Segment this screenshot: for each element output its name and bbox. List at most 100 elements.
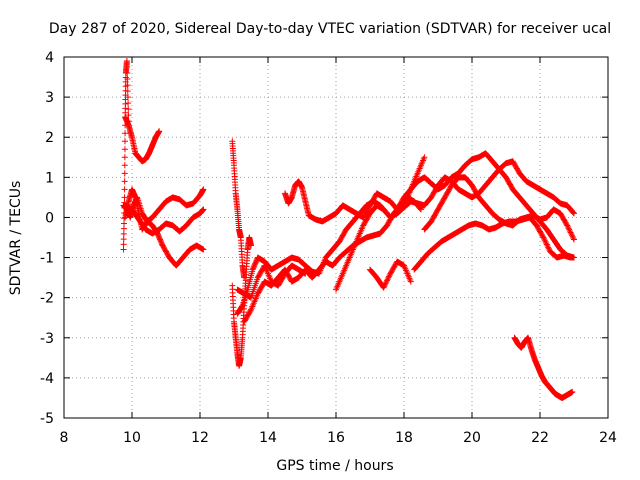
data-point [121, 154, 128, 161]
data-point [381, 283, 388, 290]
data-point [124, 76, 131, 83]
data-point [543, 240, 550, 247]
data-point [540, 234, 547, 241]
series-track-k [282, 154, 428, 225]
data-point [386, 272, 393, 279]
data-point [384, 277, 390, 284]
x-tick-label: 8 [60, 430, 69, 446]
x-tick-label: 16 [327, 430, 345, 446]
data-point [544, 242, 551, 249]
data-point [566, 228, 573, 235]
data-point [567, 229, 574, 236]
plot-frame [63, 56, 609, 419]
data-point [124, 82, 131, 89]
y-tick-label: -2 [40, 291, 54, 307]
data-point [121, 162, 128, 169]
data-point [120, 230, 127, 237]
data-point [407, 278, 414, 285]
series-track-o [367, 258, 414, 291]
data-point [564, 222, 571, 229]
data-point [564, 223, 571, 230]
data-point [571, 254, 577, 261]
data-point [565, 225, 572, 232]
series-track-g [229, 234, 254, 369]
data-point [541, 235, 548, 242]
data-point [569, 233, 576, 240]
data-point [120, 241, 127, 248]
data-point [120, 246, 127, 253]
data-point [566, 226, 573, 233]
y-tick-label: -5 [40, 411, 54, 427]
data-points [120, 58, 577, 401]
data-point [200, 206, 207, 213]
y-tick-label: 3 [45, 90, 54, 106]
data-point [385, 274, 392, 281]
series-track-n [411, 214, 577, 273]
y-tick-label: 4 [45, 50, 54, 66]
y-tick-label: 2 [45, 130, 54, 146]
data-point [543, 241, 550, 248]
data-point [121, 178, 128, 185]
x-tick-label: 20 [463, 430, 481, 446]
y-tick-label: -3 [40, 331, 54, 347]
x-tick-label: 24 [599, 430, 617, 446]
data-point [123, 58, 130, 65]
data-point [125, 106, 132, 113]
data-point [568, 232, 575, 239]
data-point [418, 206, 424, 213]
x-tick-label: 10 [123, 430, 141, 446]
data-point [383, 279, 390, 286]
data-point [539, 233, 546, 240]
series-track-l [333, 158, 577, 293]
series-track-e [122, 202, 207, 237]
series-track-q [511, 334, 576, 401]
data-point [570, 209, 577, 216]
data-point [248, 242, 254, 249]
data-point [124, 64, 131, 71]
data-point [200, 246, 207, 253]
data-point [570, 235, 577, 242]
data-point [545, 245, 552, 252]
data-point [571, 210, 577, 217]
data-point [156, 128, 163, 135]
data-point [569, 388, 576, 395]
data-point [381, 281, 388, 288]
data-point [121, 138, 128, 145]
data-point [542, 238, 549, 245]
data-point [545, 244, 552, 251]
data-point [124, 88, 131, 95]
data-point [125, 112, 132, 119]
data-point [124, 70, 131, 77]
data-point [382, 280, 389, 287]
y-tick-label: 1 [45, 170, 54, 186]
series-track-f [229, 138, 248, 281]
x-tick-label: 14 [259, 430, 277, 446]
y-tick-label: 0 [45, 210, 54, 226]
data-point [421, 154, 428, 161]
y-tick-label: -1 [40, 251, 54, 267]
x-tick-label: 12 [191, 430, 209, 446]
data-point [121, 170, 128, 177]
data-point [247, 307, 254, 314]
data-point [386, 273, 393, 280]
grid [64, 57, 608, 418]
data-point [120, 225, 127, 232]
data-point [384, 276, 391, 283]
series-track-a [120, 58, 132, 253]
series-track-b [122, 114, 163, 165]
chart-title: Day 287 of 2020, Sidereal Day-to-day VTE… [49, 21, 611, 37]
data-point [121, 146, 128, 153]
data-point [121, 194, 128, 201]
data-point [563, 221, 570, 228]
data-point [120, 236, 127, 243]
series-track-j [234, 262, 309, 301]
data-point [302, 270, 309, 277]
data-point [122, 130, 129, 137]
data-point [380, 284, 387, 291]
data-point [568, 230, 575, 237]
data-point [124, 94, 131, 101]
data-point [121, 186, 128, 193]
x-tick-label: 18 [395, 430, 413, 446]
